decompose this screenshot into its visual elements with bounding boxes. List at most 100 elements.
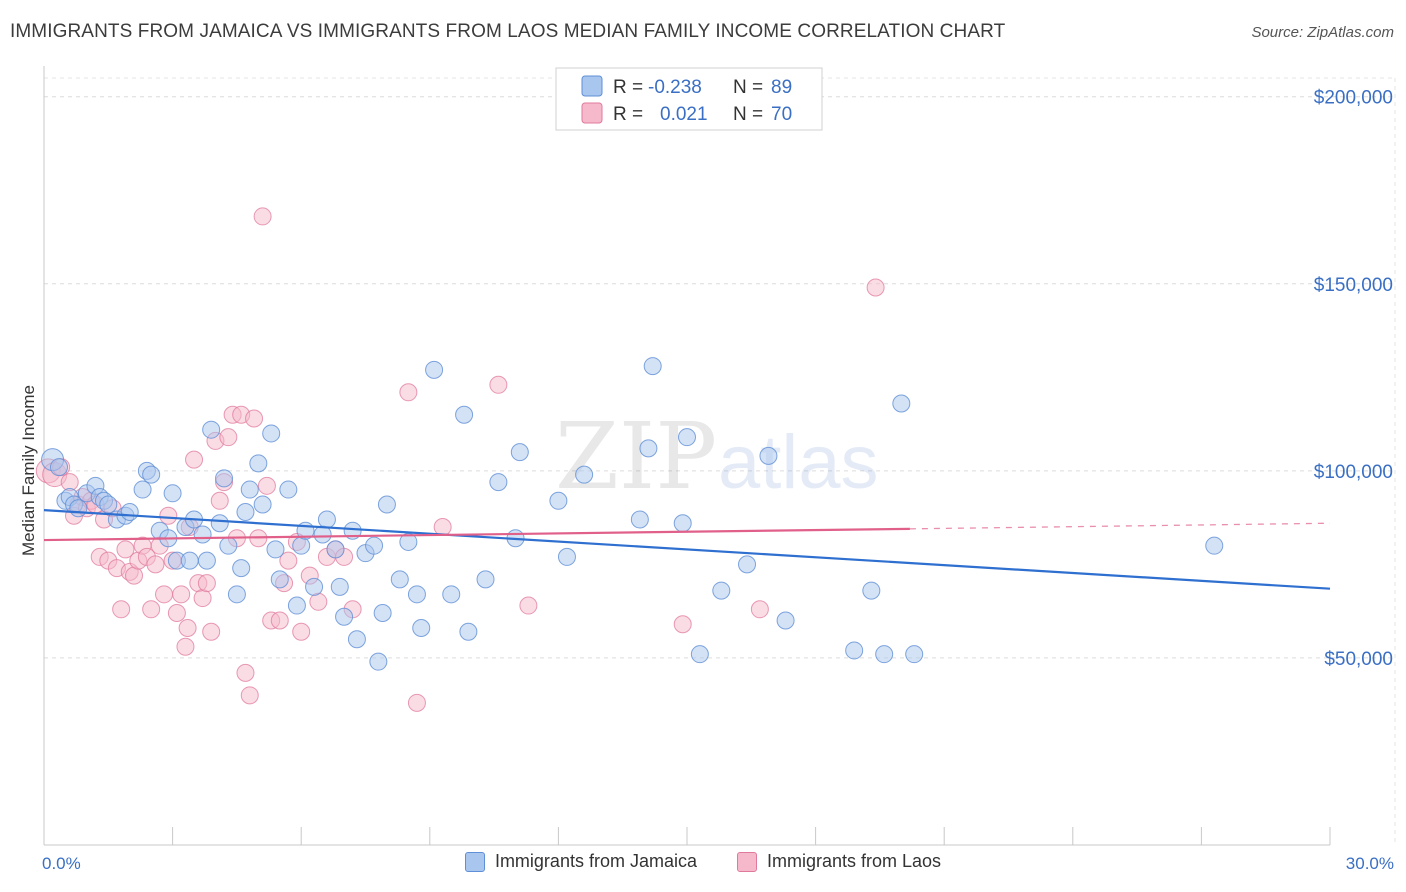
laos-point bbox=[866, 278, 885, 297]
jamaica-point bbox=[575, 465, 594, 484]
legend-item-jamaica[interactable]: Immigrants from Jamaica bbox=[464, 851, 697, 872]
jamaica-point bbox=[630, 510, 649, 529]
legend-r-value-2: 0.021 bbox=[660, 104, 708, 125]
jamaica-point bbox=[227, 585, 246, 604]
jamaica-point bbox=[905, 645, 924, 664]
laos-point bbox=[159, 506, 178, 525]
legend-label-laos: Immigrants from Laos bbox=[766, 851, 942, 871]
jamaica-point bbox=[330, 577, 349, 596]
jamaica-point bbox=[776, 611, 795, 630]
jamaica-point bbox=[369, 652, 388, 671]
laos-point bbox=[60, 473, 79, 492]
jamaica-point bbox=[862, 581, 881, 600]
jamaica-point bbox=[690, 645, 709, 664]
jamaica-point bbox=[845, 641, 864, 660]
jamaica-point bbox=[287, 596, 306, 615]
jamaica-point bbox=[232, 559, 251, 578]
laos-point bbox=[279, 551, 298, 570]
jamaica-point bbox=[163, 484, 182, 503]
laos-point bbox=[253, 207, 272, 226]
laos-point bbox=[673, 615, 692, 634]
axes bbox=[43, 66, 1331, 846]
watermark-zip: ZIP bbox=[555, 403, 717, 510]
jamaica-point bbox=[892, 394, 911, 413]
jamaica-point bbox=[335, 607, 354, 626]
jamaica-point bbox=[390, 570, 409, 589]
y-tick-labels: $50,000 $100,000 $150,000 $200,000 bbox=[1314, 88, 1393, 670]
laos-point bbox=[116, 540, 135, 559]
jamaica-point bbox=[639, 439, 658, 458]
jamaica-point bbox=[510, 443, 529, 462]
trend-line-jamaica bbox=[43, 509, 1331, 590]
jamaica-point bbox=[292, 536, 311, 555]
jamaica-point bbox=[193, 525, 212, 544]
jamaica-point bbox=[759, 446, 778, 465]
legend-n-value-2: 70 bbox=[771, 104, 792, 125]
jamaica-point bbox=[99, 495, 118, 514]
legend-r-label-2: R = bbox=[613, 104, 643, 125]
jamaica-point bbox=[412, 618, 431, 637]
jamaica-point bbox=[210, 514, 229, 533]
laos-point bbox=[178, 618, 197, 637]
laos-point bbox=[146, 555, 165, 574]
jamaica-point bbox=[459, 622, 478, 641]
jamaica-point bbox=[425, 360, 444, 379]
legend-swatch-jamaica-bottom bbox=[464, 851, 485, 872]
jamaica-point bbox=[180, 551, 199, 570]
jamaica-point bbox=[317, 510, 336, 529]
legend-n-label-1: N = bbox=[733, 77, 763, 98]
jamaica-point bbox=[549, 491, 568, 510]
jamaica-point bbox=[407, 585, 426, 604]
trend-line-laos-extension bbox=[909, 522, 1331, 530]
jamaica-point bbox=[712, 581, 731, 600]
jamaica-point bbox=[279, 480, 298, 499]
jamaica-point bbox=[1205, 536, 1224, 555]
legend-swatch-jamaica bbox=[581, 75, 603, 97]
laos-point bbox=[142, 600, 161, 619]
jamaica-point bbox=[133, 480, 152, 499]
laos-point bbox=[245, 409, 264, 428]
legend-box: R = -0.238 N = 89 R = 0.021 N = 70 bbox=[555, 67, 823, 131]
legend-r-label-1: R = bbox=[613, 77, 643, 98]
jamaica-point bbox=[236, 503, 255, 522]
y-tick-label-3: $200,000 bbox=[1314, 88, 1393, 109]
jamaica-point bbox=[253, 495, 272, 514]
jamaica-point bbox=[197, 551, 216, 570]
trend-lines bbox=[43, 509, 1331, 590]
jamaica-point bbox=[69, 499, 88, 518]
jamaica-point bbox=[373, 604, 392, 623]
jamaica-point bbox=[643, 357, 662, 376]
legend-item-laos[interactable]: Immigrants from Laos bbox=[736, 851, 942, 872]
jamaica-point bbox=[455, 405, 474, 424]
laos-point bbox=[155, 585, 174, 604]
jamaica-point bbox=[50, 458, 69, 477]
jamaica-point bbox=[347, 630, 366, 649]
series-jamaica-points bbox=[41, 357, 1224, 671]
laos-point bbox=[309, 592, 328, 611]
laos-point bbox=[172, 585, 191, 604]
jamaica-point bbox=[489, 473, 508, 492]
jamaica-point bbox=[120, 503, 139, 522]
jamaica-point bbox=[557, 547, 576, 566]
source-label: Source: ZipAtlas.com bbox=[1251, 24, 1394, 41]
laos-point bbox=[197, 574, 216, 593]
watermark: ZIP atlas bbox=[555, 403, 879, 510]
laos-point bbox=[236, 663, 255, 682]
x-tick-label-0: 0.0% bbox=[42, 854, 81, 873]
jamaica-point bbox=[215, 469, 234, 488]
jamaica-point bbox=[476, 570, 495, 589]
jamaica-point bbox=[219, 536, 238, 555]
jamaica-point bbox=[240, 480, 259, 499]
laos-point bbox=[202, 622, 221, 641]
laos-point bbox=[270, 611, 289, 630]
chart-title: IMMIGRANTS FROM JAMAICA VS IMMIGRANTS FR… bbox=[10, 21, 1006, 42]
laos-point bbox=[176, 637, 195, 656]
jamaica-point bbox=[678, 428, 696, 447]
y-tick-label-0: $50,000 bbox=[1324, 649, 1393, 670]
bottom-legend: Immigrants from Jamaica Immigrants from … bbox=[0, 851, 1406, 872]
jamaica-point bbox=[305, 577, 324, 596]
laos-point bbox=[519, 596, 538, 615]
laos-point bbox=[750, 600, 769, 619]
watermark-atlas: atlas bbox=[718, 420, 879, 505]
jamaica-point bbox=[270, 570, 289, 589]
